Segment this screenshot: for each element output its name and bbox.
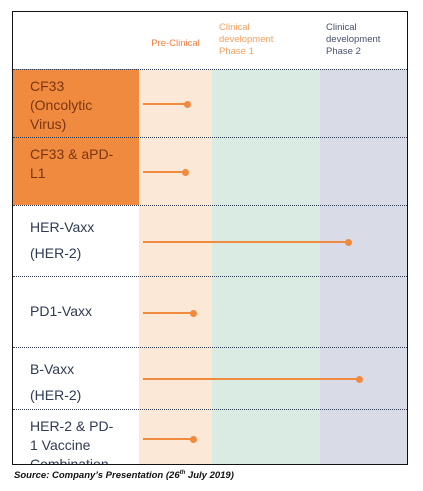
- candidate-label-line: L1: [30, 165, 46, 181]
- candidate-label: PD1-Vaxx: [13, 276, 139, 347]
- candidate-label-line: CF33 & aPD-: [30, 146, 114, 162]
- phase-label-phase2: Clinical development Phase 2: [326, 22, 381, 57]
- pipeline-row: HER-Vaxx (HER-2): [13, 205, 407, 276]
- candidate-label-line: (Oncolytic: [30, 97, 93, 113]
- candidate-label-line: HER-2 & PD-: [30, 418, 114, 434]
- candidate-label-line: (HER-2): [30, 245, 82, 261]
- pipeline-row: PD1-Vaxx: [13, 276, 407, 347]
- candidate-label: HER-Vaxx (HER-2): [13, 205, 139, 276]
- progress-end-dot: [181, 168, 189, 176]
- candidate-label-line: B-Vaxx: [30, 361, 75, 377]
- progress-end-dot: [189, 309, 197, 317]
- pipeline-row: CF33 & aPD- L1: [13, 137, 407, 205]
- pipeline-chart: Pre-Clinical Clinical development Phase …: [12, 11, 408, 465]
- progress-bar: [143, 103, 188, 105]
- pipeline-row: HER-2 & PD- 1 Vaccine Combination: [13, 409, 407, 465]
- row-separator: [13, 69, 407, 70]
- candidate-label: CF33 (Oncolytic Virus): [13, 69, 139, 137]
- progress-bar: [143, 171, 185, 173]
- row-separator: [13, 276, 407, 277]
- progress-end-dot: [189, 435, 197, 443]
- candidate-label: CF33 & aPD- L1: [13, 137, 139, 205]
- row-separator: [13, 205, 407, 206]
- pipeline-row: B-Vaxx (HER-2): [13, 347, 407, 409]
- progress-bar: [143, 241, 349, 243]
- progress-bar: [143, 312, 193, 314]
- candidate-label-line: Virus): [30, 116, 67, 132]
- candidate-label-line: Combination: [30, 456, 109, 465]
- preclinical-column-bg: [139, 12, 212, 464]
- header-area: [13, 12, 407, 69]
- candidate-label: B-Vaxx (HER-2): [13, 347, 139, 409]
- progress-end-dot: [345, 238, 353, 246]
- progress-end-dot: [184, 100, 192, 108]
- row-separator: [13, 409, 407, 410]
- row-separator: [13, 137, 407, 138]
- progress-bar: [143, 438, 193, 440]
- phase-label-phase1: Clinical development Phase 1: [219, 22, 274, 57]
- phase-label-preclinical: Pre-Clinical: [151, 38, 200, 49]
- progress-end-dot: [355, 375, 363, 383]
- phase2-column-bg: [320, 12, 407, 464]
- candidate-label-line: (HER-2): [30, 387, 82, 403]
- candidate-label-line: CF33: [30, 78, 65, 94]
- candidate-label: HER-2 & PD- 1 Vaccine Combination: [13, 409, 139, 465]
- phase1-column-bg: [212, 12, 320, 464]
- source-note: Source: Company’s Presentation (26th Jul…: [14, 470, 234, 482]
- candidate-label-line: HER-Vaxx: [30, 219, 95, 235]
- progress-bar: [143, 378, 359, 380]
- row-separator: [13, 347, 407, 348]
- candidate-label-line: PD1-Vaxx: [30, 302, 92, 319]
- pipeline-row: CF33 (Oncolytic Virus): [13, 69, 407, 137]
- candidate-label-line: 1 Vaccine: [30, 437, 91, 453]
